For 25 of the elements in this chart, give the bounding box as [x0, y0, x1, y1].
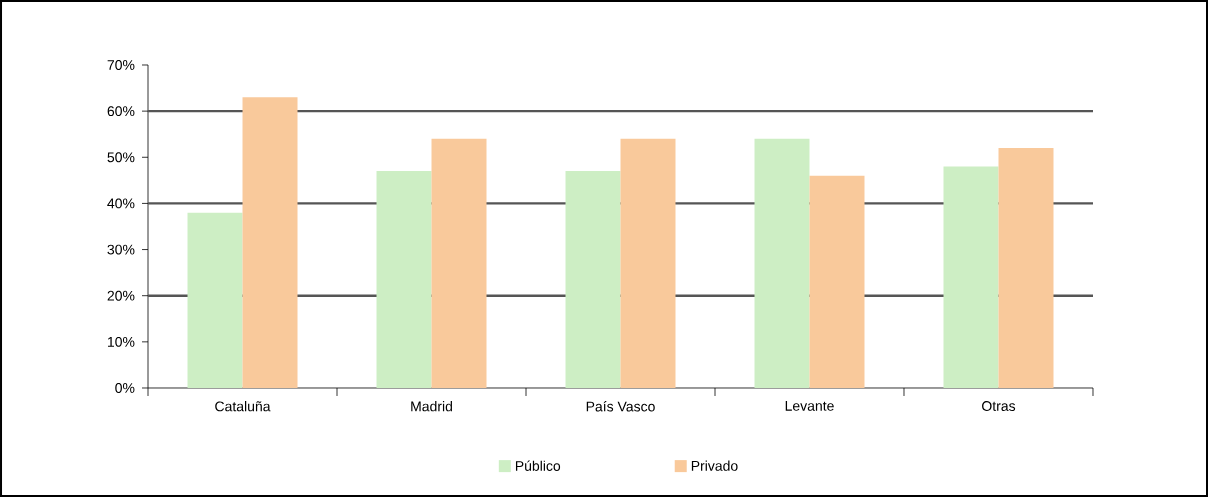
bar: [565, 171, 621, 388]
legend-label: Privado: [691, 460, 738, 471]
y-tick-label: 50%: [107, 152, 135, 163]
x-tick-label: Levante: [785, 401, 834, 411]
bar: [620, 138, 676, 388]
x-tick-label: Madrid: [411, 401, 452, 412]
bar: [376, 171, 432, 388]
bar: [943, 166, 999, 388]
y-tick-label: 10%: [108, 336, 135, 347]
x-tick-label: Cataluña: [215, 401, 271, 412]
bar: [431, 138, 487, 388]
y-tick-label: 30%: [107, 244, 135, 255]
bar: [187, 212, 243, 388]
x-tick-label: País Vasco: [586, 401, 655, 412]
bar: [242, 97, 298, 388]
y-tick-label: 0%: [115, 383, 135, 393]
y-tick-label: 70%: [107, 60, 135, 70]
legend-label: Público: [515, 460, 561, 471]
y-tick-label: 40%: [107, 198, 135, 209]
x-tick-label: Otras: [982, 401, 1016, 411]
bar: [998, 148, 1054, 388]
y-tick-label: 60%: [107, 106, 135, 117]
bar: [754, 138, 810, 388]
bar: [809, 175, 865, 388]
y-tick-label: 20%: [107, 290, 135, 301]
